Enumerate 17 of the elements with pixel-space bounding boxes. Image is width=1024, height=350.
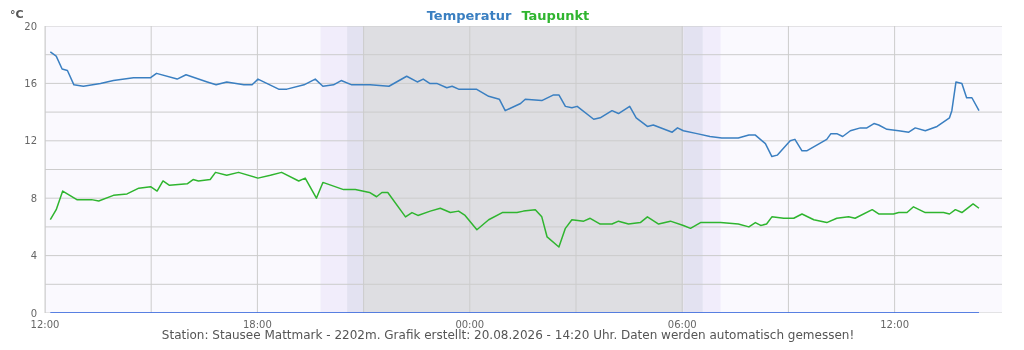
x-tick-label: 00:00 [455,319,485,331]
x-tick-label: 12:00 [30,319,60,331]
y-tick-label: 16 [24,77,37,89]
x-tick-label: 06:00 [667,319,697,331]
y-tick-label: 0 [30,307,37,319]
y-tick-label: 12 [24,135,37,147]
text: Taupunkt [521,8,590,25]
line-series [49,171,980,248]
x-tick-label: 12:00 [880,319,910,331]
y-axis-title: °C [10,8,24,21]
line-series [49,51,980,158]
text: Temperatur [426,8,512,25]
text: Station: Stausee Mattmark - 2202m. Grafik erstellt: 20.08.2026 - 14:20 Uhr. Daten werden automatisch gemessen! [161,328,855,342]
y-tick-label: 20 [24,20,37,32]
y-tick-label: 4 [30,250,37,262]
x-tick-label: 18:00 [242,319,272,331]
y-tick-label: 8 [30,192,37,204]
